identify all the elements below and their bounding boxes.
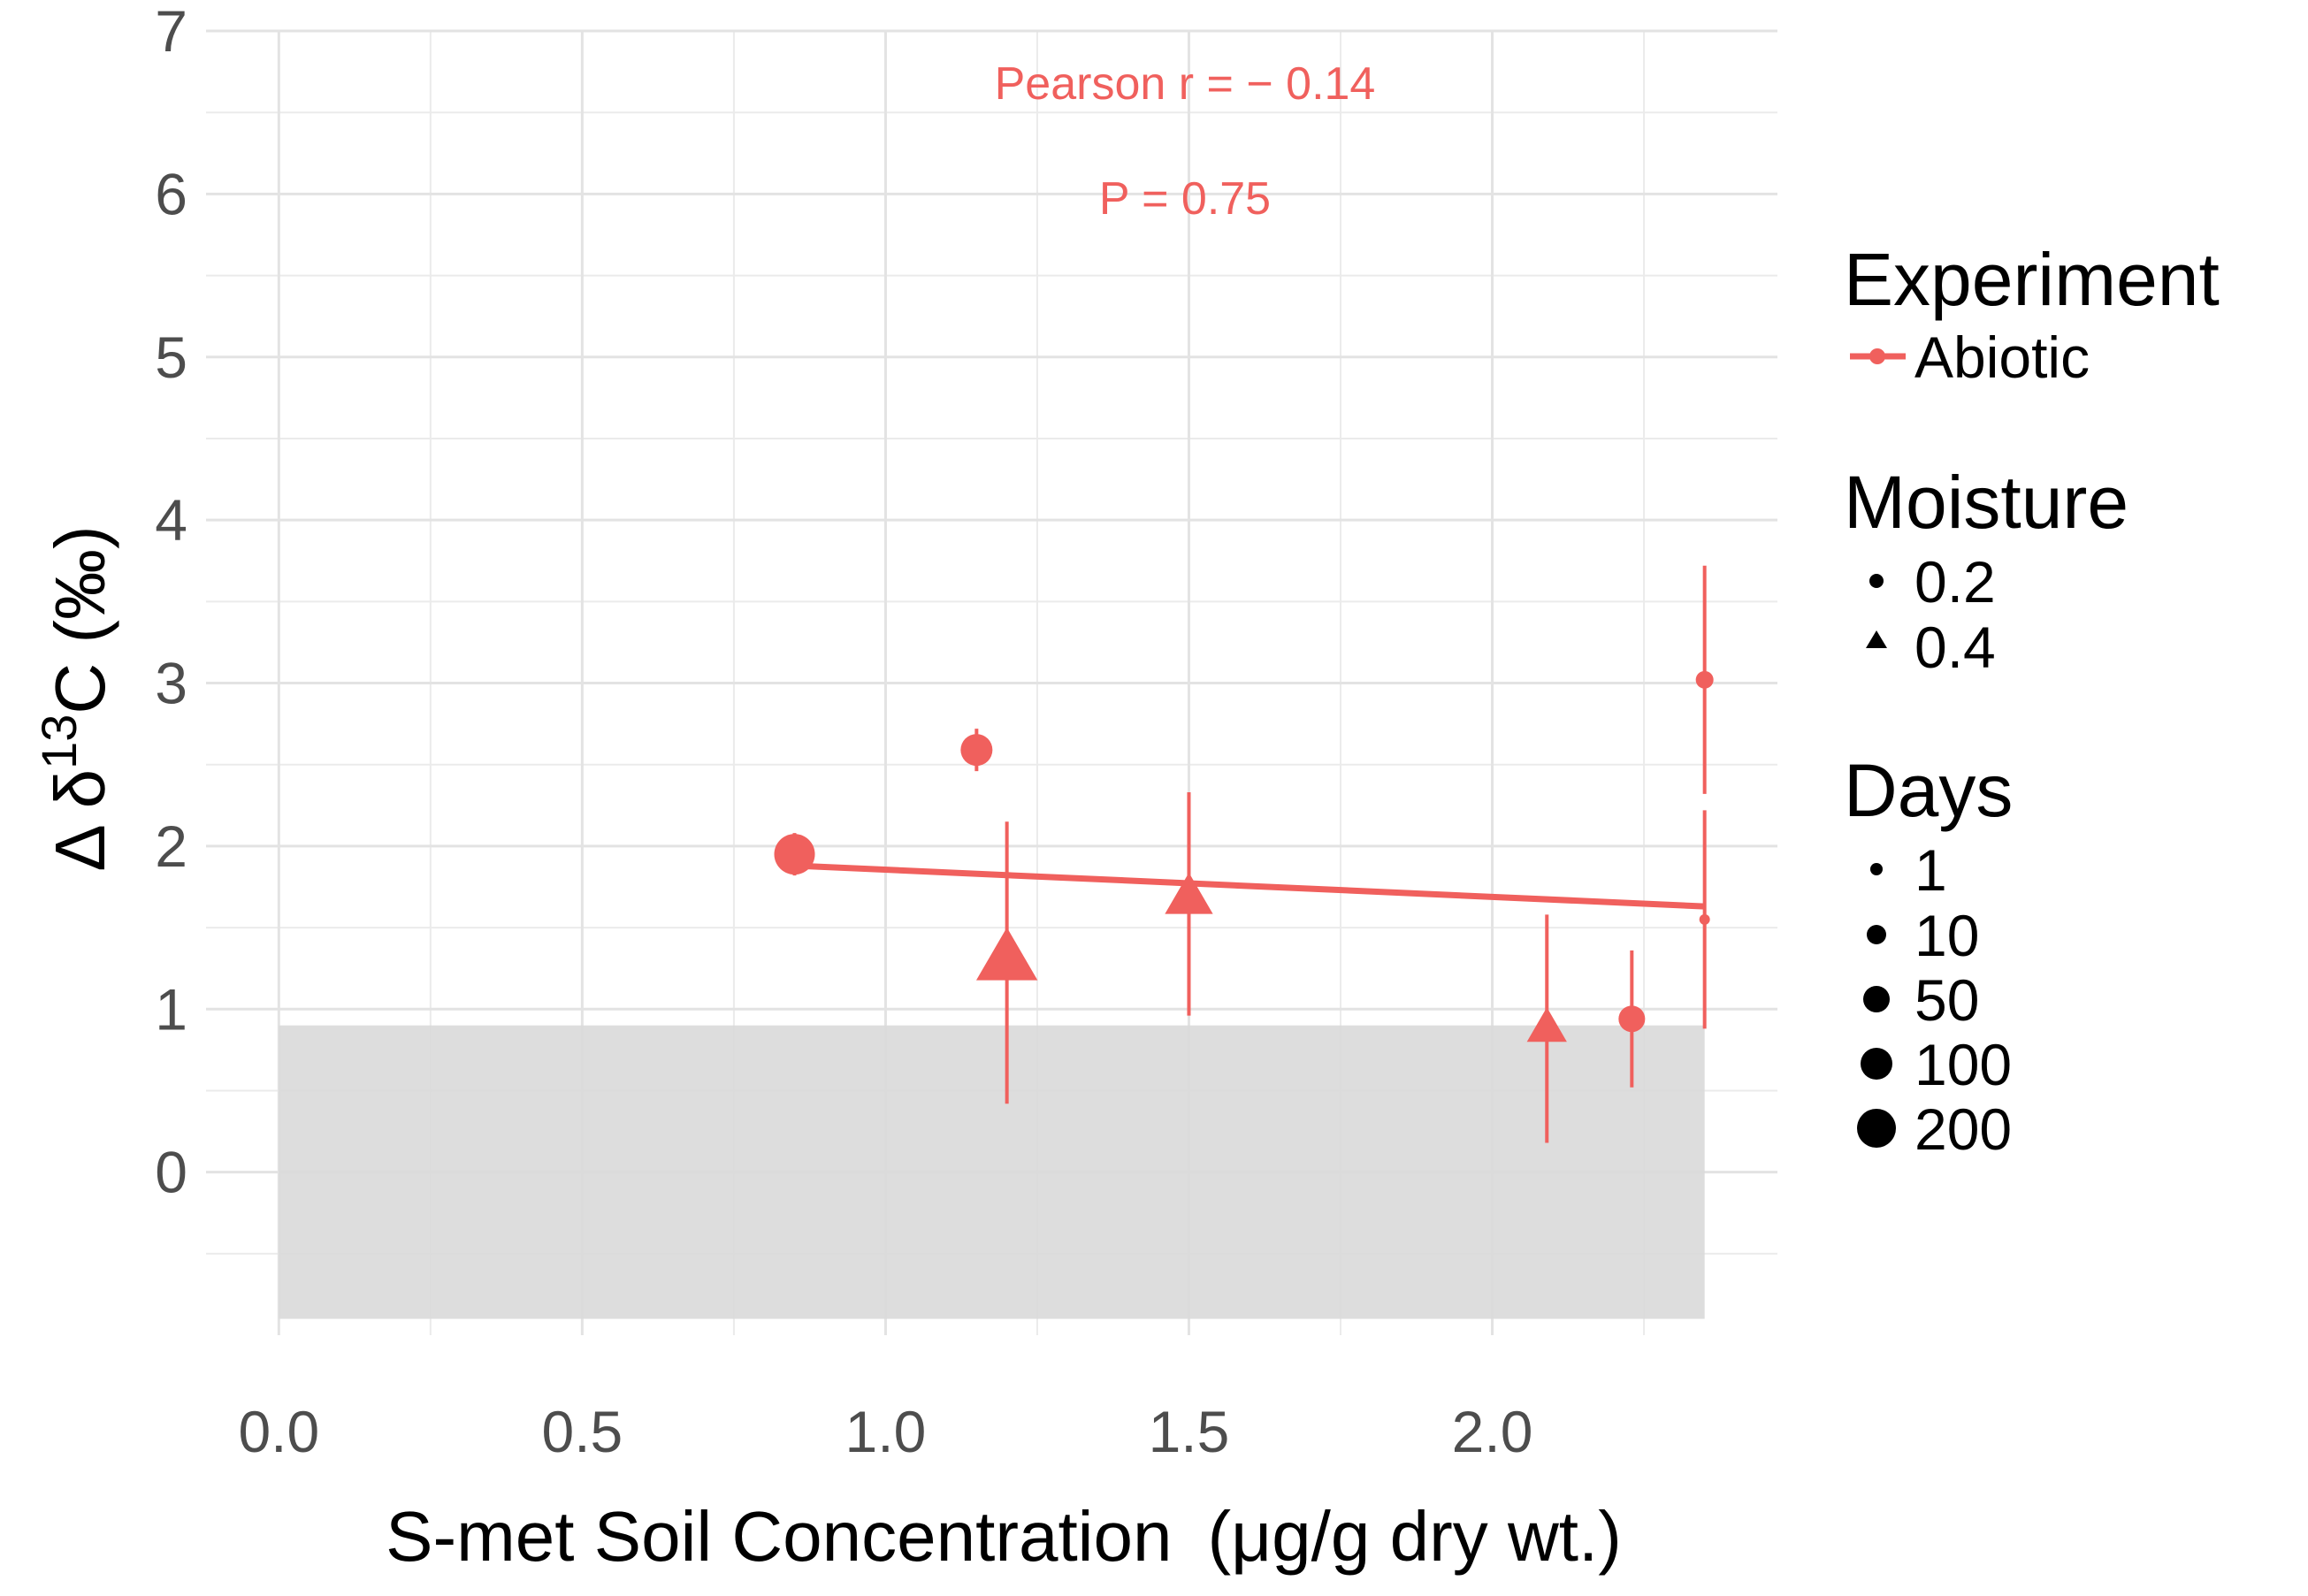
annotation-layer: Pearson r = − 0.14 P = 0.75 bbox=[995, 58, 1376, 225]
y-tick-label: 3 bbox=[155, 651, 187, 716]
legend-experiment-title: Experiment bbox=[1844, 238, 2220, 321]
x-axis-title-units: (μg/g dry wt.) bbox=[1207, 1497, 1621, 1576]
y-axis-title-suffix: C (‰) bbox=[41, 525, 119, 714]
legend-moisture-label-1: 0.4 bbox=[1914, 615, 1996, 680]
data-layer bbox=[774, 565, 1714, 1143]
legend-moisture-circle-key bbox=[1869, 574, 1884, 588]
p-value-annotation: P = 0.75 bbox=[1099, 173, 1271, 225]
legend-moisture-triangle-key bbox=[1866, 630, 1887, 648]
data-point-0 bbox=[774, 834, 815, 875]
y-tick-label: 2 bbox=[155, 813, 187, 879]
legend-days-key-3 bbox=[1861, 1048, 1892, 1080]
legend-days-key-0 bbox=[1870, 863, 1883, 875]
data-point-3 bbox=[1165, 872, 1213, 914]
legend-days-key-1 bbox=[1867, 925, 1886, 944]
y-axis-title: Δ δ13C (‰) bbox=[31, 525, 119, 871]
y-axis-title-prefix: Δ δ bbox=[41, 769, 119, 872]
x-tick-label: 1.0 bbox=[845, 1399, 927, 1464]
tick-labels: 0.0 0.5 1.0 1.5 2.0 0 1 2 3 4 5 6 7 bbox=[155, 0, 1532, 1464]
data-point-7 bbox=[1699, 913, 1710, 925]
y-tick-label: 4 bbox=[155, 487, 187, 553]
fit-line bbox=[794, 862, 1705, 910]
y-tick-label: 1 bbox=[155, 976, 187, 1042]
confidence-band bbox=[279, 1025, 1705, 1319]
y-tick-label: 7 bbox=[155, 0, 187, 64]
x-tick-label: 0.5 bbox=[542, 1399, 623, 1464]
legend-abiotic-point-key bbox=[1869, 348, 1885, 364]
data-point-5 bbox=[1618, 1005, 1646, 1033]
x-axis-title: S-met Soil Concentration (μg/g dry wt.) bbox=[386, 1497, 1622, 1576]
legend: Experiment Abiotic Moisture 0.2 0.4 Days… bbox=[1844, 238, 2220, 1162]
legend-days-key-4 bbox=[1857, 1109, 1896, 1148]
legend-abiotic-label: Abiotic bbox=[1914, 325, 2090, 390]
x-tick-label: 0.0 bbox=[238, 1399, 319, 1464]
data-point-1 bbox=[960, 734, 993, 767]
x-tick-label: 1.5 bbox=[1149, 1399, 1230, 1464]
y-tick-label: 6 bbox=[155, 161, 187, 226]
y-tick-label: 0 bbox=[155, 1140, 187, 1205]
legend-moisture-title: Moisture bbox=[1844, 461, 2128, 544]
legend-days-label-4: 200 bbox=[1914, 1096, 2012, 1162]
x-axis-title-main: S-met Soil Concentration bbox=[386, 1497, 1172, 1576]
legend-days-label-0: 1 bbox=[1914, 837, 1947, 903]
data-point-4 bbox=[1526, 1007, 1567, 1042]
legend-days-label-2: 50 bbox=[1914, 967, 1979, 1033]
pearson-r-annotation: Pearson r = − 0.14 bbox=[995, 58, 1376, 110]
legend-days-key-2 bbox=[1863, 986, 1890, 1012]
y-axis-title-superscript: 13 bbox=[31, 714, 87, 769]
x-tick-label: 2.0 bbox=[1452, 1399, 1533, 1464]
legend-days-label-1: 10 bbox=[1914, 903, 1979, 968]
y-tick-label: 5 bbox=[155, 325, 187, 390]
legend-moisture-label-0: 0.2 bbox=[1914, 549, 1996, 615]
data-point-2 bbox=[975, 927, 1038, 981]
data-point-6 bbox=[1695, 670, 1714, 689]
legend-days-label-3: 100 bbox=[1914, 1032, 2012, 1097]
legend-days-title: Days bbox=[1844, 749, 2013, 832]
